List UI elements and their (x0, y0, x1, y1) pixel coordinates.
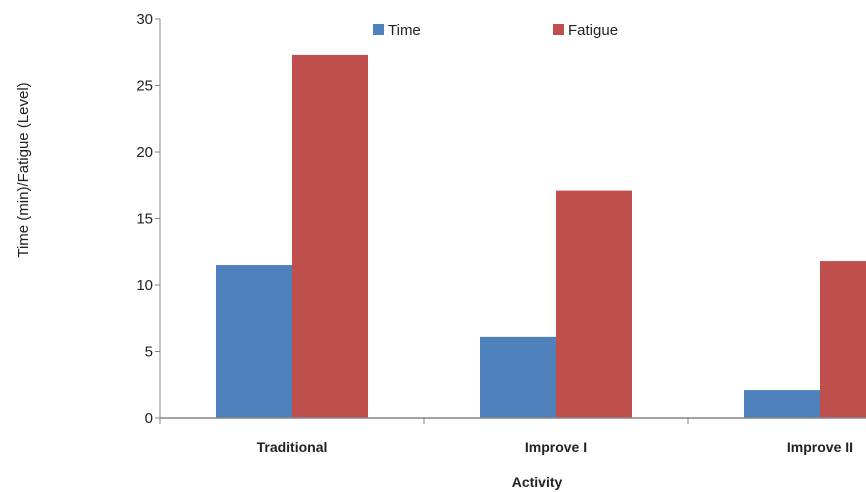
x-axis-title: Activity (512, 474, 563, 490)
bar-fatigue-improve-i (556, 190, 632, 418)
bar-time-improve-ii (744, 390, 820, 418)
legend-label-fatigue: Fatigue (568, 22, 618, 39)
x-category-label: Improve I (525, 439, 587, 455)
bar-time-improve-i (480, 336, 556, 418)
x-category-label: Traditional (257, 439, 328, 455)
y-tick-label: 20 (136, 144, 153, 161)
y-axis-title: Time (min)/Fatigue (Level) (15, 82, 32, 257)
plot-area: 0 5 10 15 20 25 30 Traditional Improve I Improve … (136, 11, 866, 455)
legend-label-time: Time (388, 22, 421, 39)
legend-swatch-time (373, 24, 384, 35)
bar-time-traditional (216, 265, 292, 418)
y-tick-label: 30 (136, 11, 153, 28)
bar-fatigue-improve-ii (820, 261, 866, 418)
y-tick-label: 15 (136, 211, 153, 228)
y-tick-label: 5 (145, 344, 153, 361)
bar-fatigue-traditional (292, 54, 368, 418)
y-tick-label: 25 (136, 78, 153, 95)
y-axis-title-group: Time (min)/Fatigue (Level) (15, 82, 32, 257)
y-tick-label: 10 (136, 277, 153, 294)
legend: Time Fatigue (373, 22, 618, 39)
legend-swatch-fatigue (553, 24, 564, 35)
x-category-label: Improve II (787, 439, 853, 455)
y-tick-label: 0 (145, 410, 153, 427)
